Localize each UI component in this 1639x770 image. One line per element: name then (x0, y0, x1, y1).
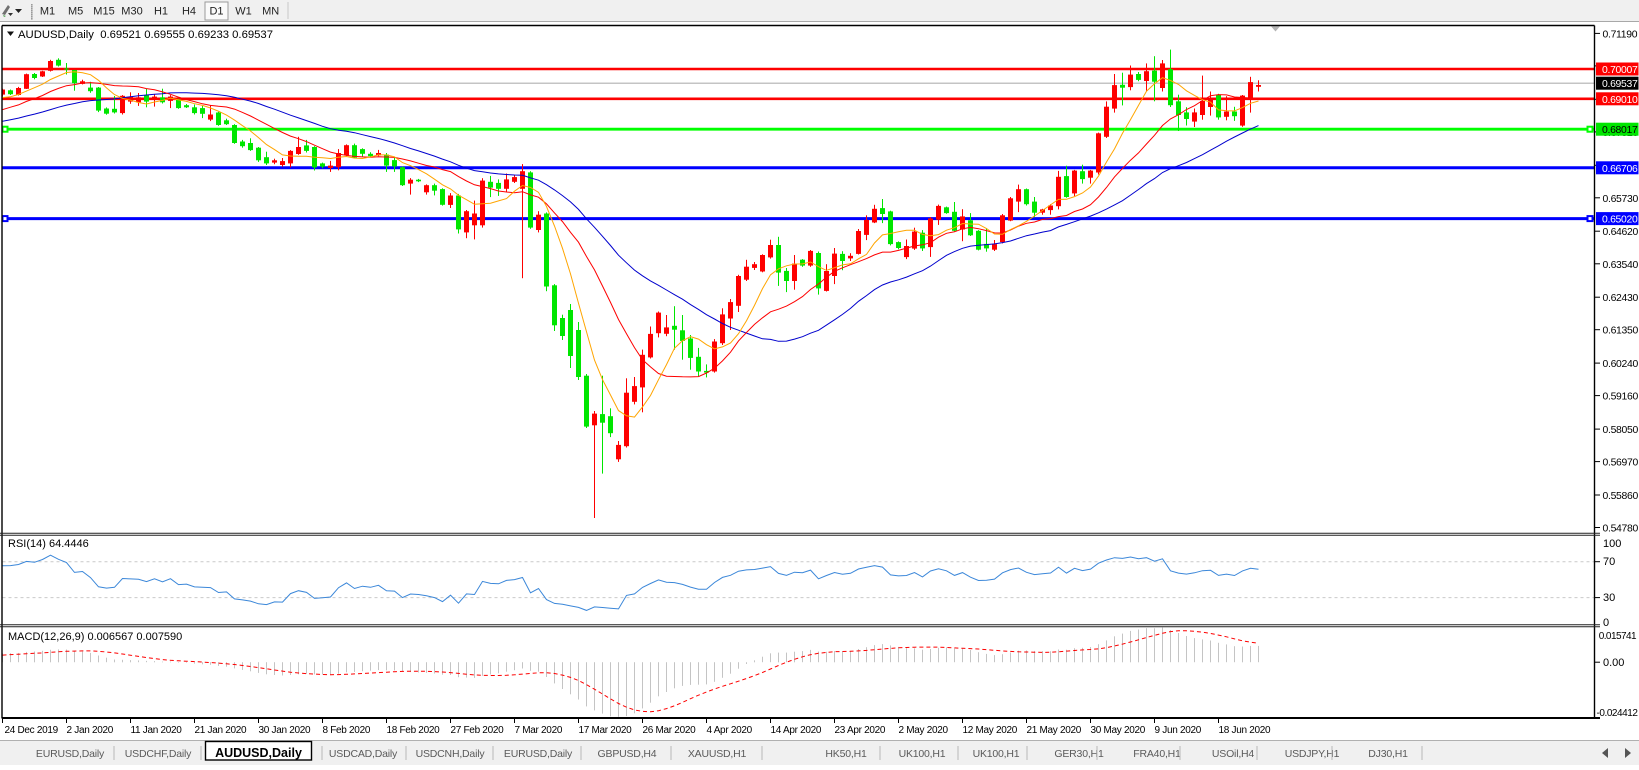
svg-text:USOil,H4: USOil,H4 (1212, 748, 1255, 760)
svg-text:18 Jun 2020: 18 Jun 2020 (1219, 725, 1271, 736)
svg-text:USDCAD,Daily: USDCAD,Daily (329, 748, 398, 760)
svg-text:0: 0 (1603, 617, 1609, 629)
svg-text:0.54780: 0.54780 (1603, 524, 1639, 535)
svg-text:H1: H1 (154, 6, 168, 18)
svg-text:27 Feb 2020: 27 Feb 2020 (451, 725, 505, 736)
svg-text:RSI(14) 64.4446: RSI(14) 64.4446 (8, 538, 89, 550)
svg-text:0.61350: 0.61350 (1603, 326, 1639, 337)
svg-text:0.62430: 0.62430 (1603, 293, 1639, 304)
svg-text:0.56970: 0.56970 (1603, 458, 1639, 469)
svg-text:EURUSD,Daily: EURUSD,Daily (36, 748, 105, 760)
svg-text:23 Apr 2020: 23 Apr 2020 (835, 725, 886, 736)
svg-text:24 Dec 2019: 24 Dec 2019 (5, 725, 59, 736)
svg-text:30 May 2020: 30 May 2020 (1091, 725, 1146, 736)
svg-text:0.68017: 0.68017 (1602, 125, 1638, 136)
svg-text:HK50,H1: HK50,H1 (825, 748, 867, 760)
svg-text:2 May 2020: 2 May 2020 (899, 725, 949, 736)
svg-text:USDCHF,Daily: USDCHF,Daily (125, 748, 192, 760)
svg-text:0.64620: 0.64620 (1603, 227, 1639, 238)
svg-text:-0.024412: -0.024412 (1597, 708, 1639, 719)
svg-text:0.71190: 0.71190 (1603, 29, 1638, 40)
svg-text:0.70007: 0.70007 (1602, 65, 1638, 76)
svg-text:0.69537: 0.69537 (1602, 79, 1638, 90)
svg-text:M15: M15 (93, 6, 114, 18)
svg-text:FRA40,H1: FRA40,H1 (1133, 748, 1181, 760)
svg-text:D1: D1 (209, 6, 223, 18)
svg-text:USDCNH,Daily: USDCNH,Daily (416, 748, 486, 760)
svg-text:0.55860: 0.55860 (1603, 491, 1639, 502)
svg-text:9 Jun 2020: 9 Jun 2020 (1155, 725, 1202, 736)
svg-text:0.65730: 0.65730 (1603, 194, 1639, 205)
svg-text:UK100,H1: UK100,H1 (899, 748, 946, 760)
svg-text:W1: W1 (235, 6, 252, 18)
svg-text:14 Apr 2020: 14 Apr 2020 (771, 725, 822, 736)
svg-text:0.65020: 0.65020 (1602, 215, 1638, 226)
svg-text:0.58050: 0.58050 (1603, 425, 1639, 436)
svg-text:GBPUSD,H4: GBPUSD,H4 (598, 748, 657, 760)
svg-text:4 Apr 2020: 4 Apr 2020 (707, 725, 753, 736)
svg-text:M30: M30 (121, 6, 142, 18)
svg-text:12 May 2020: 12 May 2020 (963, 725, 1018, 736)
svg-text:30 Jan 2020: 30 Jan 2020 (259, 725, 311, 736)
svg-text:UK100,H1: UK100,H1 (973, 748, 1020, 760)
svg-text:0.66706: 0.66706 (1602, 164, 1638, 175)
svg-text:21 May 2020: 21 May 2020 (1027, 725, 1082, 736)
svg-text:M1: M1 (40, 6, 55, 18)
svg-text:100: 100 (1603, 538, 1621, 550)
svg-text:DJ30,H1: DJ30,H1 (1368, 748, 1408, 760)
svg-text:26 Mar 2020: 26 Mar 2020 (643, 725, 697, 736)
svg-text:2 Jan 2020: 2 Jan 2020 (67, 725, 114, 736)
svg-text:21 Jan 2020: 21 Jan 2020 (195, 725, 247, 736)
svg-text:0.63540: 0.63540 (1603, 260, 1639, 271)
svg-text:M5: M5 (68, 6, 83, 18)
svg-text:7 Mar 2020: 7 Mar 2020 (515, 725, 563, 736)
svg-text:USDJPY,H1: USDJPY,H1 (1285, 748, 1340, 760)
svg-text:11 Jan 2020: 11 Jan 2020 (131, 725, 183, 736)
svg-text:MN: MN (262, 6, 279, 18)
svg-text:AUDUSD,Daily: AUDUSD,Daily (215, 746, 302, 760)
svg-text:EURUSD,Daily: EURUSD,Daily (504, 748, 573, 760)
svg-text:0.59160: 0.59160 (1603, 392, 1639, 403)
svg-text:0.00: 0.00 (1603, 657, 1624, 669)
svg-text:AUDUSD,Daily 0.69521 0.69555: AUDUSD,Daily 0.69521 0.69555 0.69233 0.6… (18, 29, 273, 41)
svg-text:30: 30 (1603, 592, 1615, 604)
svg-text:XAUUSD,H1: XAUUSD,H1 (688, 748, 747, 760)
svg-text:17 Mar 2020: 17 Mar 2020 (579, 725, 633, 736)
svg-text:GER30,H1: GER30,H1 (1054, 748, 1104, 760)
svg-text:8 Feb 2020: 8 Feb 2020 (323, 725, 371, 736)
svg-text:H4: H4 (182, 6, 196, 18)
svg-text:0.69010: 0.69010 (1602, 95, 1638, 106)
svg-text:0.015741: 0.015741 (1599, 631, 1637, 642)
svg-text:MACD(12,26,9) 0.006567 0.00759: MACD(12,26,9) 0.006567 0.007590 (8, 631, 182, 643)
svg-text:70: 70 (1603, 556, 1615, 568)
svg-text:0.60240: 0.60240 (1603, 359, 1639, 370)
svg-text:18 Feb 2020: 18 Feb 2020 (387, 725, 441, 736)
